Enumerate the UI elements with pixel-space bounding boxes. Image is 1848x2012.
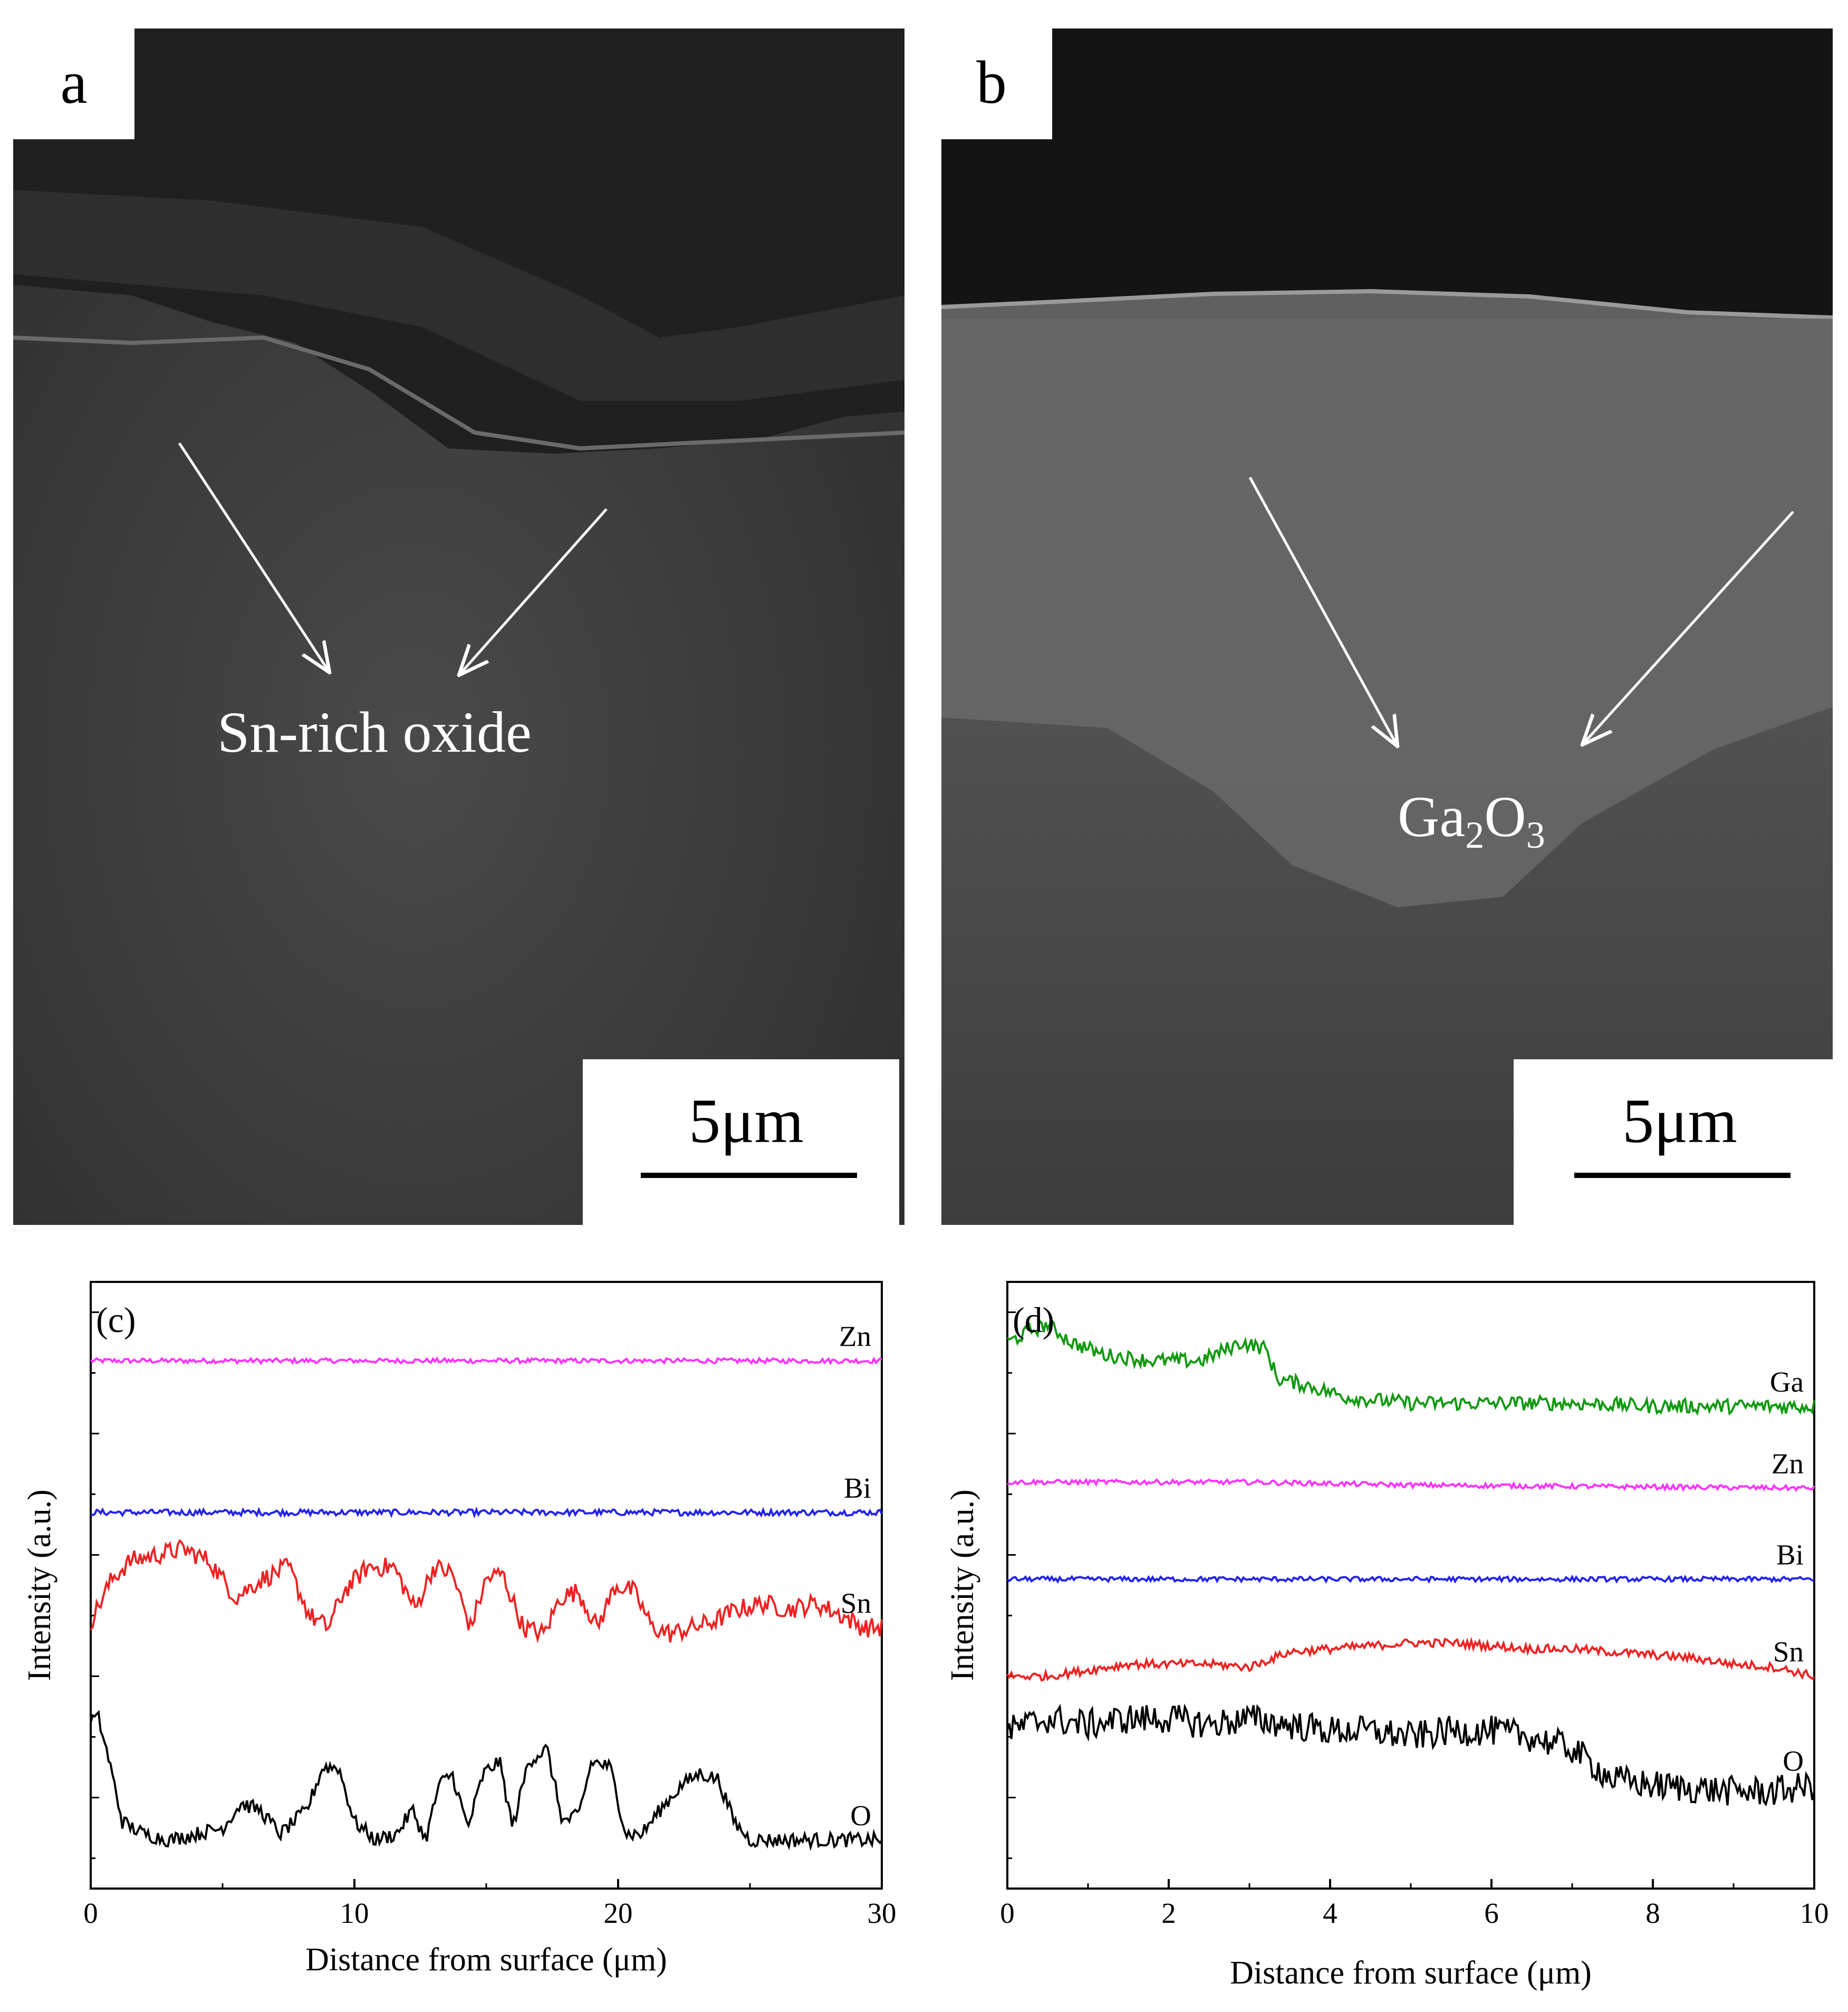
- annotation-sub-3: 3: [1526, 814, 1545, 856]
- chart-d-x-ticks: 0 2 4 6 8 10: [1000, 1879, 1829, 1929]
- panel-a-annotation: Sn-rich oxide: [217, 700, 532, 764]
- sem-b-black-background: [941, 28, 1833, 317]
- chart-d-panel-label: (d): [1013, 1300, 1054, 1340]
- series-line-o: [1006, 1703, 1815, 1807]
- series-label-sn: Sn: [841, 1587, 871, 1620]
- x-tick-label: 2: [1161, 1897, 1176, 1929]
- series-label-sn: Sn: [1773, 1636, 1804, 1668]
- panel-a: a Sn-rich oxide 5μm: [13, 28, 905, 1225]
- chart-c-series-labels: Zn Bi Sn O: [839, 1320, 871, 1832]
- chart-c-y-ticks: [91, 1311, 99, 1859]
- chart-c-panel-label: (c): [96, 1300, 136, 1340]
- panel-b-label: b: [976, 49, 1007, 116]
- arrow-b-left: [1248, 476, 1398, 746]
- sem-a-ledge: [13, 190, 904, 401]
- chart-d-ylabel: Intensity (a.u.): [945, 1489, 980, 1681]
- sem-b-oxide-region: [941, 319, 1833, 907]
- chart-c: 0 10 20 30 Zn Bi Sn O (c) Distance from surfac…: [22, 1281, 897, 1978]
- sem-b-surface-edge: [941, 289, 1833, 320]
- chart-d: 0 2 4 6 8 10 Ga Zn Bi Sn O (d) Distance from surf…: [945, 1281, 1829, 1991]
- x-tick-label: 6: [1484, 1897, 1499, 1929]
- sem-a-surface-edge: [13, 335, 905, 451]
- chart-d-xlabel: Distance from surface (μm): [1230, 1955, 1592, 1991]
- x-tick-label: 0: [83, 1897, 98, 1929]
- chart-d-series: [1006, 1319, 1815, 1807]
- chart-d-series-labels: Ga Zn Bi Sn O: [1770, 1366, 1804, 1777]
- x-tick-label: 20: [604, 1897, 633, 1929]
- scale-bar-b: [1574, 1173, 1791, 1178]
- panel-b: b Ga2O3 5μm: [941, 28, 1833, 1225]
- series-label-bi: Bi: [844, 1472, 871, 1504]
- x-tick-label: 10: [340, 1897, 369, 1929]
- chart-c-xlabel: Distance from surface (μm): [305, 1942, 667, 1978]
- panel-b-label-box: [941, 28, 1052, 139]
- chart-c-series: [90, 1356, 883, 1852]
- series-label-zn: Zn: [1772, 1448, 1804, 1480]
- series-line-zn: [1007, 1478, 1815, 1492]
- arrow-b-right: [1582, 511, 1794, 745]
- series-line-sn: [90, 1539, 883, 1644]
- scale-bar-a: [641, 1173, 857, 1178]
- series-label-o: O: [1783, 1745, 1804, 1777]
- series-line-o: [90, 1710, 883, 1852]
- panel-a-label: a: [60, 49, 87, 116]
- chart-d-y-ticks: [1007, 1311, 1016, 1859]
- series-label-zn: Zn: [839, 1320, 871, 1353]
- panel-b-annotation: Ga2O3: [1398, 784, 1545, 856]
- arrow-a-left: [178, 442, 330, 673]
- series-line-sn: [1006, 1636, 1815, 1682]
- x-tick-label: 8: [1645, 1897, 1660, 1929]
- series-line-zn: [90, 1356, 882, 1365]
- chart-c-frame: [90, 1281, 883, 1890]
- annotation-ga: Ga: [1398, 784, 1465, 849]
- x-tick-label: 0: [1000, 1897, 1015, 1929]
- series-line-bi: [90, 1506, 883, 1519]
- scale-bar-label-b: 5μm: [1622, 1086, 1737, 1156]
- scale-bar-label-a: 5μm: [689, 1086, 804, 1156]
- chart-c-ylabel: Intensity (a.u.): [22, 1489, 57, 1681]
- arrow-a-right: [459, 508, 608, 675]
- scale-bar-box-a: [583, 1059, 899, 1225]
- annotation-sub-2: 2: [1465, 814, 1484, 856]
- series-label-ga: Ga: [1770, 1366, 1804, 1398]
- series-line-ga: [1006, 1319, 1815, 1416]
- series-label-o: O: [850, 1799, 871, 1832]
- scale-bar-box-b: [1514, 1059, 1833, 1225]
- panel-a-label-box: [13, 28, 134, 139]
- x-tick-label: 4: [1323, 1897, 1337, 1929]
- x-tick-label: 10: [1800, 1897, 1829, 1929]
- chart-c-x-ticks: 0 10 20 30: [83, 1879, 897, 1929]
- chart-d-frame: [1006, 1281, 1815, 1890]
- x-tick-label: 30: [868, 1897, 897, 1929]
- series-line-bi: [1006, 1574, 1815, 1584]
- annotation-o: O: [1484, 784, 1526, 849]
- series-label-bi: Bi: [1776, 1539, 1804, 1571]
